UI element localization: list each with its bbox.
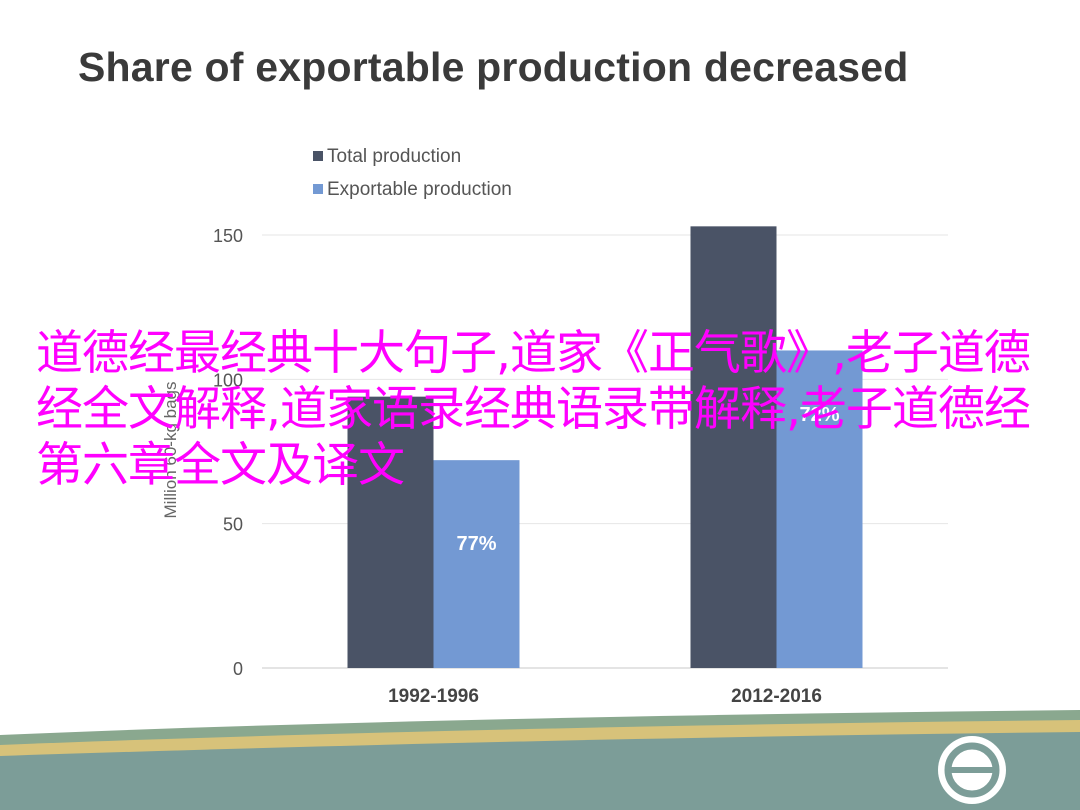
x-category-label: 2012-2016 — [731, 686, 822, 707]
bars — [347, 226, 863, 668]
y-tick-label: 100 — [213, 370, 243, 390]
bar-exportable-2 — [776, 350, 863, 668]
data-label: 77% — [456, 533, 496, 555]
slide-title: Share of exportable production decreased — [78, 44, 909, 90]
footer-band — [0, 710, 1080, 810]
data-label: 72% — [799, 404, 839, 426]
legend-label: Total production — [327, 146, 461, 167]
y-axis-title: Million 60-kg bags — [161, 381, 180, 518]
data-labels: 77% 72% — [456, 404, 839, 555]
theta-circle-icon — [938, 736, 1006, 804]
bar-total-2 — [690, 226, 777, 668]
y-axis-ticks: 0 50 100 150 — [213, 226, 243, 679]
y-tick-label: 0 — [233, 659, 243, 679]
legend: Total production Exportable production — [313, 146, 512, 200]
x-category-label: 1992-1996 — [388, 686, 479, 707]
overlay-watermark-text: 道德经最经典十大句子,道家《正气歌》,老子道德经全文解释,道家语录经典语录带解释… — [36, 326, 1031, 493]
legend-label: Exportable production — [327, 179, 512, 200]
bar-exportable-1 — [433, 460, 520, 668]
x-axis-categories: 1992-1996 2012-2016 — [388, 686, 822, 707]
y-tick-label: 150 — [213, 226, 243, 246]
legend-swatch — [313, 184, 323, 194]
y-tick-label: 50 — [223, 515, 243, 535]
bar-total-1 — [347, 396, 434, 668]
legend-swatch — [313, 151, 323, 161]
